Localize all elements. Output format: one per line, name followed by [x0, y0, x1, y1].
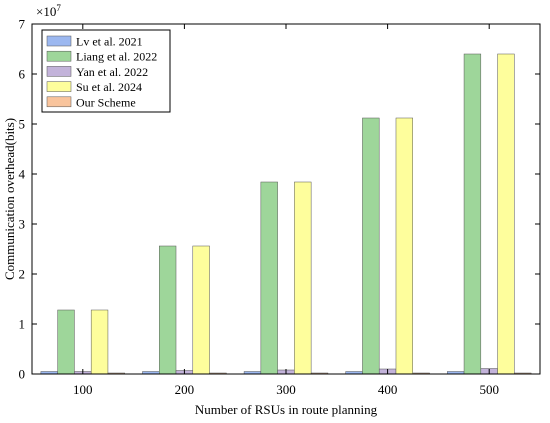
legend-label-4: Our Scheme [76, 95, 136, 109]
bar-series-1-cat-4 [463, 53, 482, 375]
legend-swatch-2 [46, 66, 72, 77]
bar-series-3-cat-0 [90, 309, 109, 375]
legend-label-0: Lv et al. 2021 [76, 35, 143, 49]
bar-series-3-cat-3 [395, 117, 413, 375]
legend-label-2: Yan et al. 2022 [76, 65, 148, 79]
legend-swatch-4 [46, 96, 72, 108]
y-axis-multiplier-exponent: 7 [56, 3, 61, 13]
x-tick-label: 400 [378, 382, 398, 397]
y-tick-label: 7 [19, 17, 26, 32]
bar-series-3-cat-1 [192, 245, 210, 375]
x-tick-label: 300 [276, 382, 296, 397]
bar-series-1-cat-3 [362, 117, 380, 375]
y-axis-label: Communication overhead(bits) [2, 118, 17, 280]
y-axis-multiplier: ×107 [36, 3, 61, 19]
legend-label-1: Liang et al. 2022 [76, 50, 157, 64]
x-tick-label: 500 [479, 382, 499, 397]
legend-swatch-1 [46, 50, 72, 62]
x-tick-label: 200 [175, 382, 195, 397]
y-tick-label: 0 [19, 367, 26, 382]
y-tick-label: 5 [19, 117, 26, 132]
bar-series-1-cat-0 [57, 309, 75, 375]
x-tick-label: 100 [73, 382, 93, 397]
axes-group: 0 1 2 3 4 5 6 7 100 200 300 400 500 Number of RSUs in… [2, 3, 541, 417]
x-axis-label: Number of RSUs in route planning [195, 402, 378, 417]
bar-series-3-cat-4 [497, 53, 515, 375]
y-tick-label: 3 [19, 217, 26, 232]
y-tick-label: 2 [19, 267, 26, 282]
bar-series-1-cat-2 [260, 181, 278, 375]
y-tick-label: 6 [19, 67, 26, 82]
legend-label-3: Su et al. 2024 [76, 80, 142, 94]
y-tick-label: 4 [19, 167, 26, 182]
bars-group [40, 53, 532, 375]
bar-series-1-cat-1 [159, 245, 177, 375]
legend-swatch-3 [46, 81, 72, 92]
bar-series-3-cat-2 [294, 181, 312, 375]
y-tick-label: 1 [19, 317, 26, 332]
legend-swatch-0 [46, 35, 72, 47]
